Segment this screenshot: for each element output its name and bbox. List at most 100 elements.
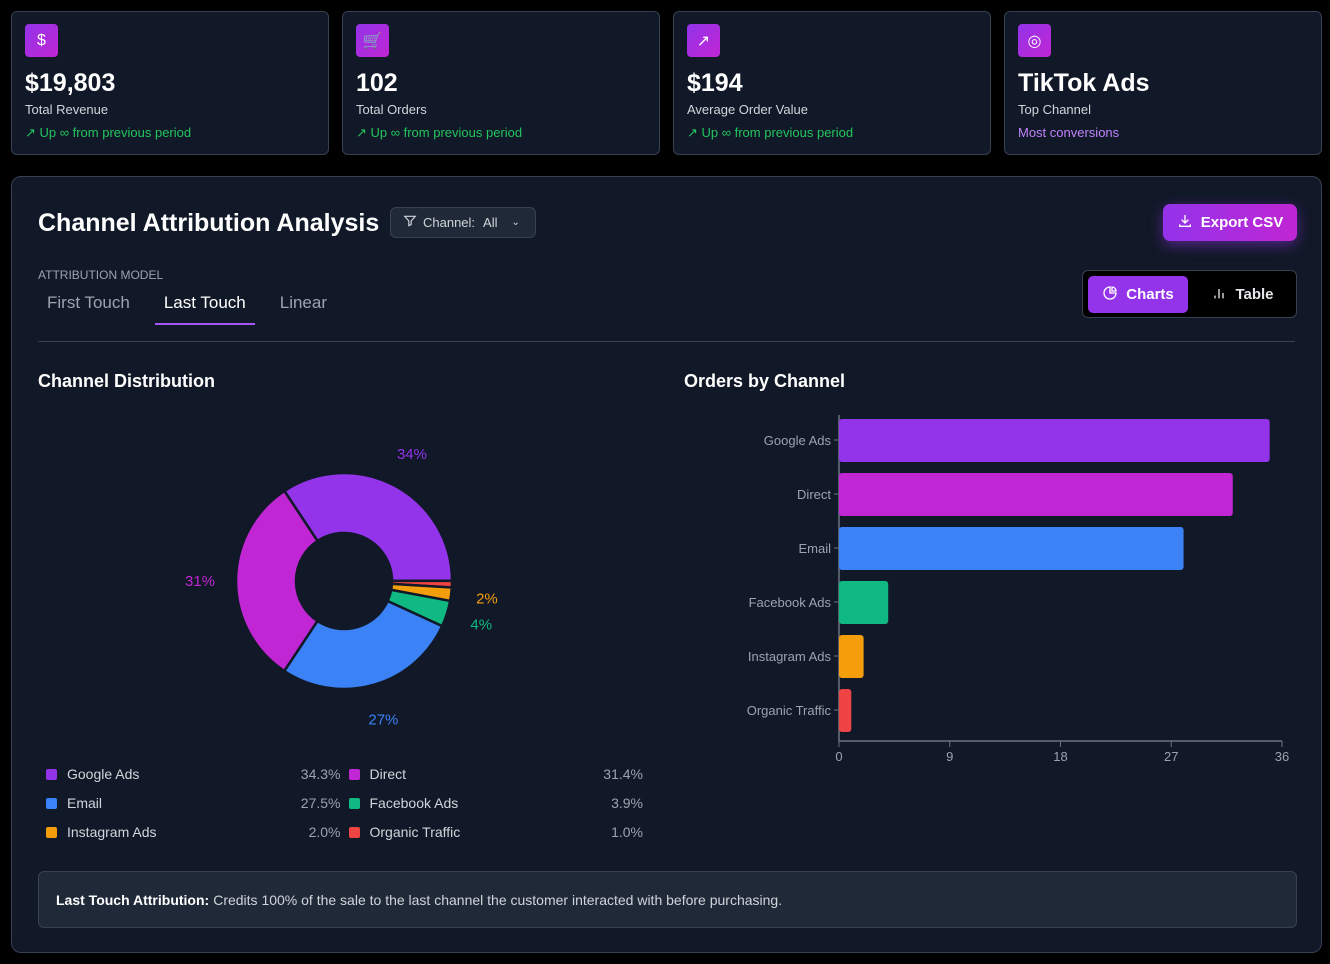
- download-icon: [1177, 213, 1193, 233]
- chevron-down-icon: ⌄: [511, 217, 520, 228]
- bar[interactable]: [839, 419, 1270, 462]
- y-tick-label: Organic Traffic: [747, 703, 832, 718]
- slice-label: 34%: [397, 446, 427, 463]
- stat-change: ↗ Up ∞ from previous period: [356, 125, 523, 140]
- channel-distribution-donut: 34% 2% 4% 27% 31%: [185, 446, 498, 729]
- page-title: Channel Attribution Analysis: [38, 209, 380, 237]
- slice-label: 27%: [368, 712, 398, 729]
- stat-card: $ $19,803 Total Revenue ↗ Up ∞ from prev…: [11, 11, 329, 155]
- legend-label: Organic Traffic: [369, 824, 461, 840]
- pie-legend: Google Ads 34.3% Direct 31.4% Email 27.5% Face…: [46, 765, 643, 841]
- y-tick-label: Direct: [797, 487, 831, 502]
- x-tick-label: 18: [1053, 749, 1067, 764]
- stat-value: $19,803: [25, 69, 116, 97]
- divider: [38, 341, 1295, 342]
- target-icon: ◎: [1018, 24, 1051, 57]
- x-tick-label: 9: [946, 749, 953, 764]
- view-toggle: Charts Table: [1082, 270, 1297, 318]
- x-tick-label: 27: [1164, 749, 1178, 764]
- attribution-model-label: ATTRIBUTION MODEL: [38, 268, 164, 282]
- export-label: Export CSV: [1200, 214, 1284, 231]
- stat-label: Average Order Value: [687, 102, 808, 117]
- tab-last-touch[interactable]: Last Touch: [154, 285, 255, 325]
- x-tick-label: 0: [835, 749, 842, 764]
- charts-view-button[interactable]: Charts: [1088, 276, 1188, 313]
- stat-value: $194: [687, 69, 743, 97]
- channel-filter-dropdown[interactable]: Channel: All ⌄: [390, 207, 536, 238]
- export-csv-button[interactable]: Export CSV: [1163, 204, 1297, 241]
- legend-swatch: [46, 826, 57, 838]
- stat-card: 🛒 102 Total Orders ↗ Up ∞ from previous …: [342, 11, 660, 155]
- stat-change: Most conversions: [1018, 125, 1120, 140]
- legend-swatch: [348, 768, 360, 780]
- table-view-button[interactable]: Table: [1194, 276, 1291, 313]
- legend-label: Direct: [369, 766, 407, 782]
- legend-label: Instagram Ads: [67, 824, 157, 840]
- legend-item: Google Ads 34.3%: [46, 765, 341, 783]
- cart-icon: 🛒: [356, 24, 389, 57]
- y-tick-label: Instagram Ads: [748, 649, 832, 664]
- bar[interactable]: [839, 635, 864, 678]
- y-tick-label: Google Ads: [764, 433, 832, 448]
- slice-label: 2%: [476, 591, 498, 608]
- dollar-icon: $: [25, 24, 58, 57]
- legend-value: 3.9%: [611, 795, 643, 811]
- donut-slice[interactable]: [282, 599, 444, 691]
- orders-by-channel-bar-chart: Google Ads Direct Email Facebook Ads Instagr…: [747, 415, 1289, 764]
- pie-chart-icon: [1102, 285, 1118, 305]
- stat-label: Top Channel: [1018, 102, 1091, 117]
- legend-swatch: [46, 768, 57, 780]
- tab-linear[interactable]: Linear: [279, 293, 328, 312]
- stat-change: ↗ Up ∞ from previous period: [687, 125, 854, 140]
- legend-item: Organic Traffic 1.0%: [348, 823, 643, 841]
- bar[interactable]: [839, 473, 1233, 516]
- bar-chart-title: Orders by Channel: [684, 371, 846, 391]
- legend-item: Direct 31.4%: [348, 765, 643, 783]
- filter-value: All: [483, 215, 498, 230]
- stat-value: TikTok Ads: [1018, 69, 1150, 97]
- stat-label: Total Revenue: [25, 102, 109, 117]
- y-tick-label: Email: [798, 541, 831, 556]
- tab-first-touch[interactable]: First Touch: [47, 293, 130, 312]
- legend-label: Facebook Ads: [369, 795, 459, 811]
- legend-item: Email 27.5%: [46, 794, 341, 812]
- legend-value: 1.0%: [611, 824, 643, 840]
- table-label: Table: [1235, 286, 1274, 303]
- legend-label: Google Ads: [67, 766, 140, 782]
- bar[interactable]: [839, 581, 889, 624]
- legend-swatch: [348, 826, 360, 838]
- filter-label: Channel:: [423, 215, 476, 230]
- legend-item: Instagram Ads 2.0%: [46, 823, 341, 841]
- legend-value: 34.3%: [300, 766, 341, 782]
- attribution-model-tabs: First Touch Last Touch Linear: [38, 285, 352, 325]
- stat-card: ◎ TikTok Ads Top Channel Most conversion…: [1004, 11, 1322, 155]
- stat-label: Total Orders: [356, 102, 427, 117]
- pie-chart-title: Channel Distribution: [38, 371, 215, 391]
- legend-label: Email: [67, 795, 103, 811]
- legend-item: Facebook Ads 3.9%: [348, 794, 643, 812]
- note-text: Credits 100% of the sale to the last cha…: [213, 891, 783, 908]
- attribution-panel: Channel Attribution Analysis Channel: Al…: [11, 176, 1322, 953]
- legend-value: 31.4%: [603, 766, 643, 782]
- bar[interactable]: [839, 527, 1184, 570]
- slice-label: 4%: [470, 617, 492, 634]
- note-title: Last Touch Attribution:: [56, 891, 210, 908]
- donut-slice[interactable]: [234, 489, 320, 673]
- trending-up-icon: ↗: [687, 24, 720, 57]
- y-tick-label: Facebook Ads: [749, 595, 832, 610]
- stat-card: ↗ $194 Average Order Value ↗ Up ∞ from p…: [673, 11, 991, 155]
- bar[interactable]: [839, 689, 852, 732]
- x-tick-label: 36: [1275, 749, 1289, 764]
- legend-value: 2.0%: [308, 824, 341, 840]
- legend-swatch: [348, 797, 360, 809]
- filter-icon: [403, 214, 417, 231]
- charts-label: Charts: [1126, 286, 1174, 303]
- donut-slice[interactable]: [282, 471, 454, 583]
- bar-chart-icon: [1211, 285, 1227, 305]
- attribution-note: Last Touch Attribution: Credits 100% of …: [38, 871, 1297, 928]
- legend-value: 27.5%: [300, 795, 341, 811]
- slice-label: 31%: [185, 573, 215, 590]
- legend-swatch: [46, 797, 57, 809]
- stat-change: ↗ Up ∞ from previous period: [25, 125, 192, 140]
- stat-value: 102: [356, 69, 398, 97]
